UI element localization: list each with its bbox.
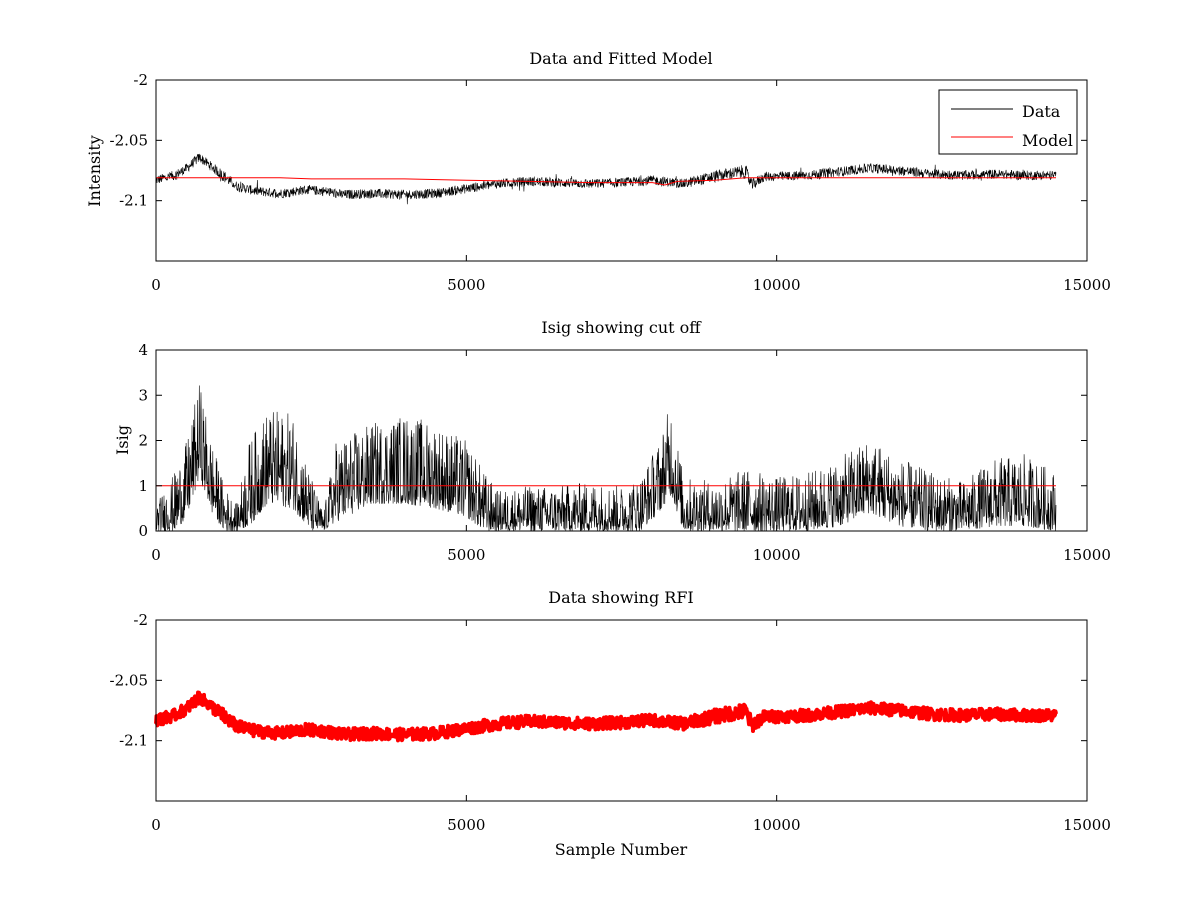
axes-frame [155,619,1088,802]
x-tick-label: 10000 [753,816,801,834]
y-tick-label: 1 [138,477,148,495]
y-tick-label: -2 [133,611,148,629]
y-tick-label: -2.1 [119,732,148,750]
y-tick-label: -2.1 [119,192,148,210]
series-rfi-points [154,690,1058,743]
plot-area: 0 5000 10000 15000 -2 -2.05 -2.1 [110,71,1111,294]
x-tick-label: 5000 [447,546,485,564]
x-tick-label: 15000 [1063,546,1111,564]
series-data-line [155,153,1057,205]
x-tick-label: 5000 [447,276,485,294]
x-tick-label: 5000 [447,816,485,834]
axes-frame [155,79,1088,262]
y-tick-label: -2 [133,71,148,89]
series-model-line [156,177,1056,186]
y-tick-label: 0 [138,522,148,540]
legend-data-label: Data [1022,102,1061,121]
legend-model-label: Model [1022,131,1073,150]
y-tick-label: 3 [138,386,148,404]
panel-title: Isig showing cut off [541,318,702,337]
y-tick-label: 4 [138,341,148,359]
x-tick-label: 15000 [1063,816,1111,834]
x-axis-label: Sample Number [555,840,688,859]
y-tick-label: 2 [138,432,148,450]
y-tick-label: -2.05 [110,671,148,689]
legend-box [938,89,1078,155]
y-axis-label: Isig [113,425,132,455]
plot-area: 0 5000 10000 15000 -2 -2.05 -2.1 [110,611,1111,834]
x-tick-label: 0 [151,816,161,834]
x-tick-label: 0 [151,546,161,564]
x-tick-label: 15000 [1063,276,1111,294]
x-tick-label: 0 [151,276,161,294]
x-tick-label: 10000 [753,546,801,564]
x-tick-label: 10000 [753,276,801,294]
y-tick-label: -2.05 [110,131,148,149]
panel-data-fitted-model: Data and Fitted Model Intensity 0 5000 100… [85,49,1111,294]
panel-isig-cutoff: Isig showing cut off Isig 0 5000 10000 1500… [113,318,1111,564]
panel-data-rfi: Data showing RFI Sample Number 0 5000 1000… [110,588,1111,859]
legend: Data Model [938,89,1078,155]
y-axis-label: Intensity [85,135,104,207]
panel-title: Data showing RFI [548,588,693,607]
plot-area: 0 5000 10000 15000 0 1 2 3 4 [138,341,1110,564]
series-isig-line [155,385,1057,532]
panel-title: Data and Fitted Model [529,49,712,68]
